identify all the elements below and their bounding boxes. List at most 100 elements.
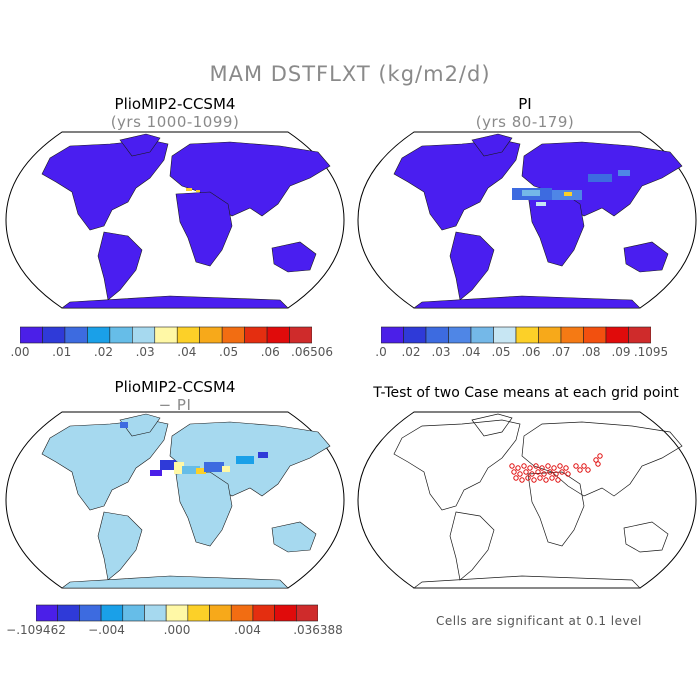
colorbar-swatch (448, 326, 472, 344)
colorbar-tick-label: .02 (401, 345, 421, 359)
colorbar-swatch (470, 326, 494, 344)
colorbar-tick-label: .06506 (291, 345, 333, 359)
colorbar-tick-label: .000 (163, 623, 191, 637)
colorbar-swatch (221, 326, 245, 344)
colorbar-swatch (403, 326, 427, 344)
colorbar-tick-label: .06 (260, 345, 280, 359)
colorbar-pi (381, 326, 651, 344)
colorbar-swatch (425, 326, 449, 344)
significant-cell-marker (553, 471, 559, 477)
colorbar-swatch (493, 326, 517, 344)
colorbar-tick-label: .07 (551, 345, 571, 359)
colorbar-tick-label: .004 (234, 623, 261, 637)
colorbar-swatch (144, 604, 167, 622)
colorbar-tick-label: .05 (491, 345, 511, 359)
significant-cell-marker (597, 453, 603, 459)
colorbar-tick-label: .03 (135, 345, 155, 359)
significant-cell-marker (573, 463, 579, 469)
significant-cell-marker (513, 475, 519, 481)
significant-cell-marker (537, 475, 543, 481)
colorbar-swatch (538, 326, 562, 344)
colorbar-swatch (36, 604, 58, 622)
colorbar-swatch (583, 326, 607, 344)
significance-note: Cells are significant at 0.1 level (436, 614, 642, 628)
colorbar-swatch (79, 604, 102, 622)
panel-subtitle-diff: − PI (158, 396, 192, 414)
significant-cell-marker (541, 471, 547, 477)
panel-title-diff: PlioMIP2-CCSM4 (114, 378, 236, 396)
colorbar-swatch (266, 326, 290, 344)
significant-cell-marker (595, 461, 601, 467)
significant-cell-marker (517, 471, 523, 477)
significant-cell-marker (519, 477, 525, 483)
colorbar-diff (36, 604, 318, 622)
panel-title-plio: PlioMIP2-CCSM4 (114, 95, 236, 113)
significant-cell-marker (523, 469, 529, 475)
colorbar-tick-label: .06 (521, 345, 541, 359)
colorbar-tick-label: .00 (10, 345, 30, 359)
map-pi (357, 131, 697, 309)
significant-cell-marker (557, 463, 563, 469)
significant-cell-marker (527, 465, 533, 471)
panel-subtitle-plio: (yrs 1000-1099) (110, 113, 240, 131)
significant-cell-marker (509, 463, 515, 469)
significant-cell-marker (581, 463, 587, 469)
colorbar-swatch (274, 604, 297, 622)
colorbar-tick-label: −.109462 (6, 623, 66, 637)
colorbar-tick-label: .0 (375, 345, 387, 359)
colorbar-swatch (176, 326, 200, 344)
colorbar-swatch (230, 604, 254, 622)
colorbar-swatch (132, 326, 156, 344)
colorbar-swatch (560, 326, 584, 344)
colorbar-tick-label: .09 (611, 345, 631, 359)
figure-title: MAM DSTFLXT (kg/m2/d) (209, 62, 491, 86)
colorbar-swatch (165, 604, 189, 622)
significant-cell-marker (585, 467, 591, 473)
colorbar-plio (20, 326, 312, 344)
significant-cell-marker (551, 465, 557, 471)
colorbar-swatch (289, 326, 312, 344)
panel-title-pi: PI (518, 95, 532, 113)
colorbar-swatch (381, 326, 404, 344)
colorbar-swatch (244, 326, 268, 344)
significant-cell-marker (531, 477, 537, 483)
colorbar-tick-label: .01 (52, 345, 72, 359)
map-ttest (357, 411, 697, 589)
significant-cell-marker (535, 469, 541, 475)
panel-subtitle-pi: (yrs 80-179) (475, 113, 575, 131)
significant-cell-marker (515, 465, 521, 471)
colorbar-swatch (109, 326, 133, 344)
colorbar-swatch (122, 604, 145, 622)
significant-cell-marker (525, 475, 531, 481)
colorbar-tick-label: .1095 (633, 345, 669, 359)
colorbar-swatch (154, 326, 178, 344)
colorbar-swatch (209, 604, 232, 622)
colorbar-tick-label: −.004 (88, 623, 125, 637)
colorbar-tick-label: .08 (581, 345, 601, 359)
map-plio (5, 131, 345, 309)
colorbar-swatch (20, 326, 43, 344)
colorbar-tick-label: .05 (219, 345, 239, 359)
significant-cell-marker (511, 469, 517, 475)
colorbar-swatch (296, 604, 318, 622)
significant-cell-marker (563, 465, 569, 471)
colorbar-swatch (87, 326, 111, 344)
colorbar-swatch (515, 326, 539, 344)
significant-cell-marker (521, 463, 527, 469)
colorbar-tick-label: .03 (431, 345, 451, 359)
colorbar-swatch (628, 326, 651, 344)
significant-cell-marker (543, 477, 549, 483)
colorbar-tick-label: .02 (93, 345, 113, 359)
significant-cell-marker (539, 465, 545, 471)
colorbar-swatch (605, 326, 629, 344)
significant-cell-marker (545, 463, 551, 469)
significant-cell-marker (529, 471, 535, 477)
colorbar-tick-label: .036388 (293, 623, 343, 637)
colorbar-tick-label: .04 (177, 345, 197, 359)
colorbar-swatch (187, 604, 210, 622)
significant-cell-marker (577, 467, 583, 473)
colorbar-tick-label: .04 (461, 345, 481, 359)
colorbar-swatch (199, 326, 223, 344)
colorbar-swatch (100, 604, 124, 622)
significant-cell-marker (555, 477, 561, 483)
